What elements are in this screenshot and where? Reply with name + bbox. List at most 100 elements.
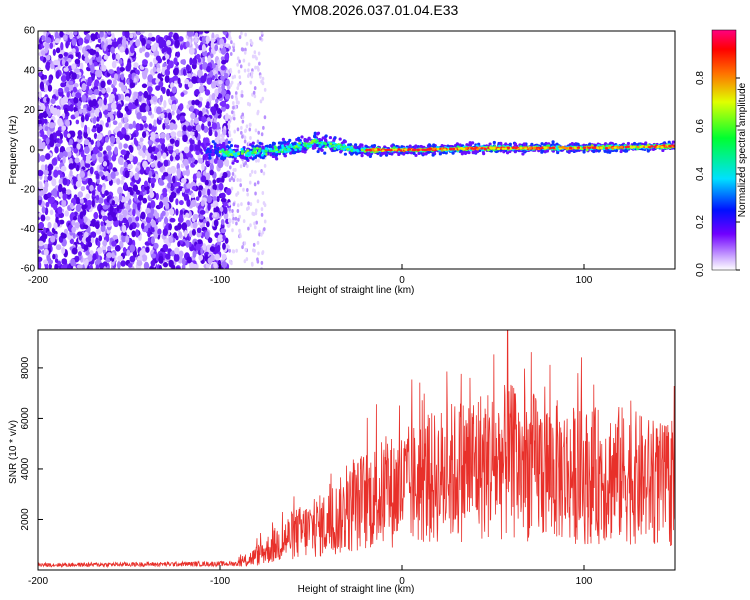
noise-point bbox=[62, 34, 68, 41]
noise-point bbox=[111, 154, 117, 162]
noise-point bbox=[259, 99, 263, 104]
noise-point bbox=[84, 31, 91, 34]
noise-point bbox=[224, 93, 231, 100]
noise-point bbox=[50, 137, 55, 146]
noise-point bbox=[221, 105, 227, 112]
noise-point bbox=[207, 202, 211, 211]
noise-point bbox=[249, 202, 253, 207]
band-point bbox=[343, 152, 348, 156]
noise-point bbox=[215, 98, 219, 104]
noise-point bbox=[80, 114, 85, 123]
noise-point bbox=[38, 261, 42, 269]
noise-point bbox=[85, 85, 90, 93]
band-point bbox=[290, 145, 294, 148]
band-point bbox=[582, 150, 586, 154]
noise-point bbox=[141, 83, 148, 89]
noise-point bbox=[198, 44, 203, 51]
band-point bbox=[414, 153, 418, 157]
noise-point bbox=[60, 98, 65, 106]
noise-point bbox=[45, 216, 51, 221]
noise-point bbox=[164, 69, 171, 77]
noise-point bbox=[175, 181, 181, 187]
noise-point bbox=[134, 139, 139, 147]
noise-point bbox=[54, 146, 59, 154]
noise-point bbox=[142, 160, 148, 169]
noise-point bbox=[261, 190, 265, 195]
noise-point bbox=[241, 245, 244, 250]
noise-point bbox=[101, 231, 106, 238]
noise-point bbox=[220, 228, 227, 234]
noise-point bbox=[189, 139, 195, 145]
noise-point bbox=[191, 185, 197, 191]
noise-point bbox=[91, 190, 96, 196]
noise-point bbox=[182, 124, 187, 132]
noise-point bbox=[46, 106, 50, 115]
noise-point bbox=[231, 110, 234, 115]
noise-point bbox=[244, 247, 248, 252]
noise-point bbox=[194, 32, 199, 38]
noise-point bbox=[196, 171, 201, 179]
noise-point bbox=[198, 85, 205, 94]
noise-point bbox=[220, 219, 225, 226]
noise-point bbox=[48, 76, 53, 84]
noise-point bbox=[247, 201, 250, 206]
band-point bbox=[283, 140, 287, 144]
band-point bbox=[254, 151, 258, 154]
noise-point bbox=[47, 221, 52, 229]
noise-point bbox=[100, 80, 106, 89]
noise-point bbox=[170, 131, 177, 138]
noise-point bbox=[72, 176, 77, 186]
noise-point bbox=[163, 262, 169, 268]
band-point bbox=[646, 149, 650, 153]
noise-point bbox=[42, 169, 49, 176]
band-point bbox=[313, 135, 317, 139]
noise-point bbox=[178, 200, 184, 206]
noise-point bbox=[225, 79, 230, 87]
band-point bbox=[330, 144, 334, 148]
noise-point bbox=[136, 112, 142, 120]
noise-point bbox=[95, 173, 100, 180]
band-point bbox=[271, 149, 275, 153]
noise-point bbox=[60, 232, 65, 238]
noise-point bbox=[229, 67, 232, 72]
noise-point bbox=[161, 210, 166, 217]
noise-point bbox=[57, 206, 63, 215]
noise-point bbox=[153, 119, 157, 127]
noise-point bbox=[93, 61, 98, 67]
noise-point bbox=[93, 211, 99, 220]
band-point bbox=[355, 148, 359, 152]
noise-point bbox=[55, 70, 60, 79]
noise-point bbox=[43, 74, 48, 80]
noise-point bbox=[96, 133, 103, 141]
band-point bbox=[200, 142, 204, 146]
noise-point bbox=[239, 178, 242, 183]
noise-point bbox=[41, 35, 46, 41]
noise-point bbox=[129, 255, 136, 263]
noise-point bbox=[98, 145, 103, 152]
noise-point bbox=[50, 235, 56, 243]
band-point bbox=[324, 142, 328, 146]
noise-point bbox=[112, 234, 118, 240]
noise-point bbox=[76, 196, 80, 204]
noise-point bbox=[123, 143, 128, 149]
noise-point bbox=[187, 73, 192, 78]
noise-point bbox=[181, 222, 188, 231]
noise-point bbox=[44, 164, 48, 171]
noise-point bbox=[232, 105, 235, 110]
noise-point bbox=[196, 227, 202, 234]
noise-point bbox=[77, 191, 83, 198]
noise-point bbox=[179, 44, 184, 51]
noise-point bbox=[101, 104, 106, 112]
noise-point bbox=[256, 109, 260, 114]
noise-point bbox=[234, 94, 238, 99]
noise-point bbox=[142, 59, 148, 66]
noise-point bbox=[60, 82, 66, 88]
noise-point bbox=[118, 58, 123, 65]
noise-point bbox=[121, 224, 127, 233]
noise-point bbox=[124, 122, 130, 130]
noise-point bbox=[150, 200, 156, 209]
noise-point bbox=[85, 236, 91, 243]
noise-point bbox=[65, 146, 72, 153]
band-point bbox=[234, 152, 238, 155]
noise-point bbox=[155, 85, 161, 91]
